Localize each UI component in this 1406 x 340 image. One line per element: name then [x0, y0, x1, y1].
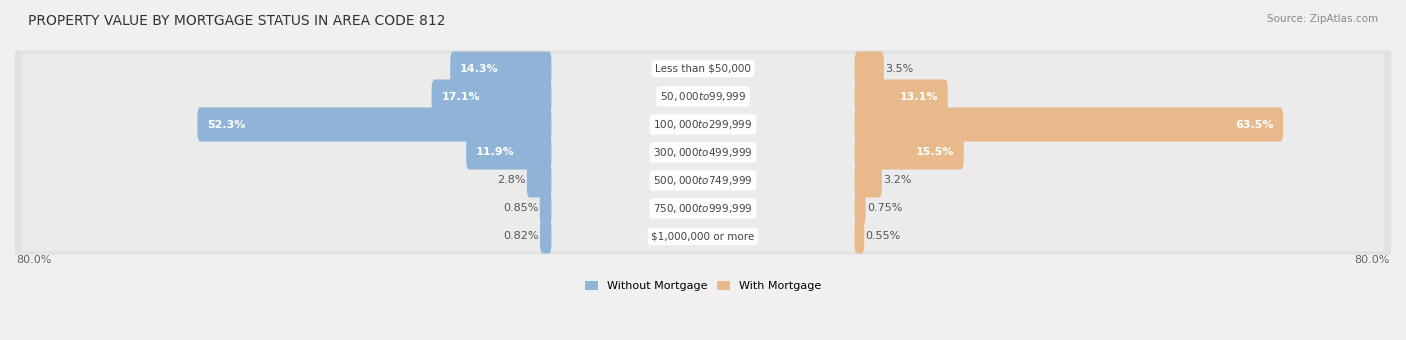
Text: 3.5%: 3.5% [886, 64, 914, 73]
Text: 0.55%: 0.55% [866, 232, 901, 241]
Text: 0.75%: 0.75% [868, 203, 903, 214]
FancyBboxPatch shape [22, 193, 1384, 223]
FancyBboxPatch shape [197, 107, 551, 141]
Text: Less than $50,000: Less than $50,000 [655, 64, 751, 73]
Text: 13.1%: 13.1% [900, 91, 938, 102]
FancyBboxPatch shape [22, 221, 1384, 252]
FancyBboxPatch shape [14, 78, 1392, 115]
Text: PROPERTY VALUE BY MORTGAGE STATUS IN AREA CODE 812: PROPERTY VALUE BY MORTGAGE STATUS IN ARE… [28, 14, 446, 28]
FancyBboxPatch shape [22, 82, 1384, 112]
FancyBboxPatch shape [14, 106, 1392, 143]
Text: 80.0%: 80.0% [15, 255, 52, 265]
Text: 2.8%: 2.8% [496, 175, 526, 185]
FancyBboxPatch shape [14, 134, 1392, 171]
FancyBboxPatch shape [540, 191, 551, 225]
Text: 17.1%: 17.1% [441, 91, 479, 102]
FancyBboxPatch shape [14, 162, 1392, 199]
FancyBboxPatch shape [450, 52, 551, 86]
Text: 3.2%: 3.2% [883, 175, 911, 185]
Text: 63.5%: 63.5% [1234, 120, 1274, 130]
FancyBboxPatch shape [855, 52, 884, 86]
FancyBboxPatch shape [855, 164, 882, 198]
FancyBboxPatch shape [540, 219, 551, 253]
Text: 11.9%: 11.9% [477, 148, 515, 157]
Text: $300,000 to $499,999: $300,000 to $499,999 [654, 146, 752, 159]
FancyBboxPatch shape [22, 53, 1384, 84]
Legend: Without Mortgage, With Mortgage: Without Mortgage, With Mortgage [581, 277, 825, 296]
FancyBboxPatch shape [14, 190, 1392, 226]
FancyBboxPatch shape [14, 218, 1392, 255]
FancyBboxPatch shape [432, 80, 551, 114]
Text: $1,000,000 or more: $1,000,000 or more [651, 232, 755, 241]
Text: $750,000 to $999,999: $750,000 to $999,999 [654, 202, 752, 215]
Text: Source: ZipAtlas.com: Source: ZipAtlas.com [1267, 14, 1378, 23]
Text: 52.3%: 52.3% [207, 120, 246, 130]
FancyBboxPatch shape [527, 164, 551, 198]
FancyBboxPatch shape [14, 50, 1392, 87]
FancyBboxPatch shape [855, 135, 963, 170]
Text: $100,000 to $299,999: $100,000 to $299,999 [654, 118, 752, 131]
FancyBboxPatch shape [22, 137, 1384, 168]
FancyBboxPatch shape [855, 107, 1284, 141]
Text: 80.0%: 80.0% [1354, 255, 1391, 265]
FancyBboxPatch shape [855, 219, 865, 253]
Text: 15.5%: 15.5% [915, 148, 953, 157]
FancyBboxPatch shape [467, 135, 551, 170]
FancyBboxPatch shape [22, 109, 1384, 140]
Text: $50,000 to $99,999: $50,000 to $99,999 [659, 90, 747, 103]
Text: 0.82%: 0.82% [503, 232, 538, 241]
FancyBboxPatch shape [855, 191, 866, 225]
Text: 14.3%: 14.3% [460, 64, 499, 73]
FancyBboxPatch shape [22, 165, 1384, 196]
Text: $500,000 to $749,999: $500,000 to $749,999 [654, 174, 752, 187]
FancyBboxPatch shape [855, 80, 948, 114]
Text: 0.85%: 0.85% [503, 203, 538, 214]
